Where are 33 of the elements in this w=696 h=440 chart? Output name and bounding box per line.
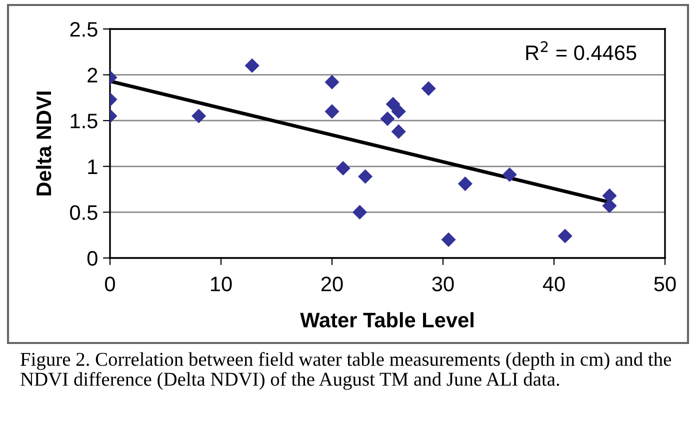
caption: Figure 2. Correlation between field water table measurements (depth in cm) and the NDVI difference (Delta NDVI) of the August TM and June ALI data.: [20, 352, 672, 390]
y-tick-label: 2: [88, 68, 98, 82]
y-axis-title: Delta NDVI: [36, 92, 52, 196]
x-tick-label: 10: [211, 276, 232, 292]
point: [358, 169, 373, 184]
x-axis-title: Water Table Level: [300, 312, 474, 328]
point: [324, 74, 340, 90]
point: [391, 104, 406, 119]
point: [380, 111, 395, 126]
y-tick-label: 1: [88, 160, 98, 174]
point: [558, 228, 572, 244]
x-tick-label: 0: [105, 276, 115, 292]
point: [421, 81, 436, 96]
point: [352, 204, 368, 220]
point: [386, 96, 400, 112]
point: [192, 108, 206, 124]
y-tick-label: 0: [87, 251, 98, 266]
x-tick-label: 40: [542, 276, 565, 292]
y-tick-label: 0.5: [70, 205, 98, 220]
point: [391, 124, 406, 139]
x-tick-label: 20: [321, 276, 343, 292]
point: [324, 104, 340, 119]
point: [602, 198, 617, 214]
point: [336, 160, 350, 176]
point: [441, 232, 456, 247]
y-tick-label: 1.5: [70, 114, 98, 128]
x-tick-label: 30: [432, 276, 454, 292]
y-tick-label: 2.5: [70, 22, 98, 37]
point: [244, 58, 260, 73]
annotation: R$^{2}$ = 0.4465: [526, 41, 636, 60]
point: [458, 176, 472, 192]
x-tick-label: 50: [654, 276, 676, 292]
point: [502, 167, 517, 182]
